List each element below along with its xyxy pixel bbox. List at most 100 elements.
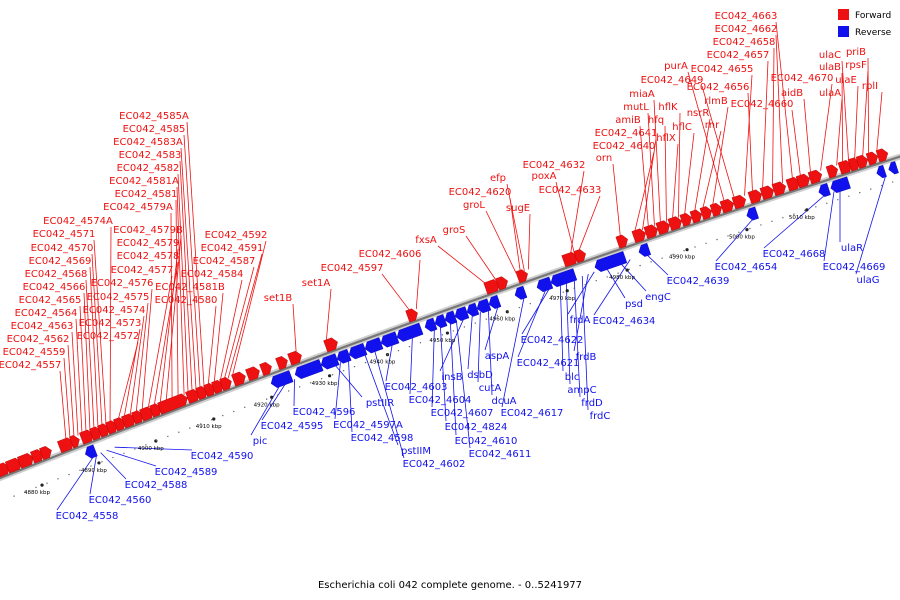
gene-label: rpsF	[845, 60, 867, 71]
gene-label: EC042_4565	[19, 295, 82, 306]
leader-line	[487, 308, 493, 396]
scale-tick-label: 4970 kbp	[549, 296, 575, 302]
leader-line	[803, 98, 811, 174]
gene-label: purA	[664, 61, 688, 72]
gene-label: ulaB	[819, 62, 841, 73]
reverse-gene	[514, 285, 528, 300]
leader-line	[593, 259, 631, 316]
minor-tick	[255, 402, 257, 404]
scale-tick-label: 4920 kbp	[254, 402, 280, 408]
gene-label: groS	[443, 225, 466, 236]
gene-label: EC042_4572	[77, 331, 140, 342]
leader-line	[293, 379, 295, 407]
scale-tick	[565, 289, 569, 293]
minor-tick	[716, 238, 718, 241]
gene-label: EC042_4566	[23, 282, 86, 293]
gene-label: rnr	[705, 120, 720, 131]
leader-line	[71, 331, 79, 436]
minor-tick	[848, 195, 850, 197]
minor-tick	[628, 268, 630, 271]
forward-gene	[69, 435, 80, 449]
gene-label: set1B	[264, 293, 293, 304]
leader-line	[374, 349, 405, 459]
gene-label: frdC	[590, 411, 611, 422]
minor-tick	[606, 276, 608, 278]
leader-line	[855, 174, 887, 275]
gene-label: EC042_4598	[351, 433, 414, 444]
leader-line	[59, 370, 67, 441]
gene-label: EC042_4578	[117, 251, 180, 262]
scale-tick	[805, 208, 809, 212]
reverse-gene	[830, 176, 851, 194]
leader-line	[186, 121, 205, 388]
leader-line	[109, 226, 112, 424]
leader-line	[581, 275, 589, 411]
gene-label: EC042_4663	[715, 11, 778, 22]
leader-line	[841, 60, 850, 162]
leader-line	[67, 344, 75, 438]
minor-tick	[573, 287, 575, 290]
minor-tick	[353, 365, 356, 368]
forward-gene	[679, 212, 693, 227]
minor-tick	[419, 342, 422, 344]
leader-line	[79, 305, 87, 433]
minor-tick	[46, 482, 48, 484]
gene-label: insB	[441, 372, 462, 383]
forward-gene	[275, 356, 288, 370]
gene-label: poxA	[532, 171, 557, 182]
gene-label: EC042_4655	[691, 64, 754, 75]
gene-label: ulaR	[841, 243, 863, 254]
minor-tick	[540, 299, 542, 301]
minor-tick	[859, 191, 861, 194]
leader-line	[292, 303, 297, 353]
leader-line	[876, 91, 883, 153]
gene-label: EC042_4592	[205, 230, 268, 241]
leader-line	[559, 283, 564, 372]
scale-ticks: 4880 kbp 4890 kbp 4900 kbp 4910 kbp 4920 kbp…	[13, 181, 894, 497]
leader-line	[642, 138, 657, 231]
gene-label: EC042_4668	[763, 249, 826, 260]
leader-line	[177, 173, 189, 394]
leader-line	[93, 239, 107, 425]
leader-line	[180, 147, 197, 391]
leader-line	[775, 21, 793, 180]
gene-label: psd	[625, 299, 643, 310]
minor-tick	[837, 199, 839, 201]
reverse-gene	[594, 251, 628, 272]
leader-line	[664, 125, 667, 222]
minor-tick	[233, 410, 235, 413]
gene-label: EC042_4562	[7, 334, 70, 345]
leader-line	[521, 286, 551, 335]
reverse-gene	[270, 370, 294, 388]
gene-label: EC042_4579	[117, 238, 180, 249]
minor-tick	[793, 213, 795, 215]
gene-label: EC042_4577	[111, 265, 174, 276]
minor-tick	[320, 378, 323, 380]
minor-tick	[386, 353, 389, 356]
leader-line	[854, 85, 859, 160]
leader-line	[477, 311, 481, 383]
gene-label: EC042_4588	[125, 480, 188, 491]
minor-tick	[892, 181, 894, 183]
gene-label: EC042_4622	[521, 335, 584, 346]
gene-label: EC042_4633	[539, 185, 602, 196]
leader-line	[573, 278, 581, 398]
minor-tick	[441, 334, 444, 336]
minor-tick	[485, 318, 488, 320]
gene-label: hflK	[658, 102, 678, 113]
gene-label: EC042_4606	[359, 249, 422, 260]
gene-label: EC042_4571	[33, 229, 96, 240]
forward-gene	[825, 164, 839, 179]
gene-label: EC042_4587	[193, 256, 256, 267]
minor-tick	[738, 231, 740, 233]
forward-gene	[405, 308, 418, 323]
gene-label: EC042_4607	[431, 408, 494, 419]
gene-label: EC042_4654	[715, 262, 778, 273]
leader-line	[570, 170, 585, 255]
gene-label: EC042_4610	[455, 436, 518, 447]
forward-gene	[855, 154, 869, 169]
gene-label: EC042_4590	[191, 451, 254, 462]
gene-label: EC042_4603	[385, 382, 448, 393]
legend-reverse-swatch	[838, 26, 849, 37]
